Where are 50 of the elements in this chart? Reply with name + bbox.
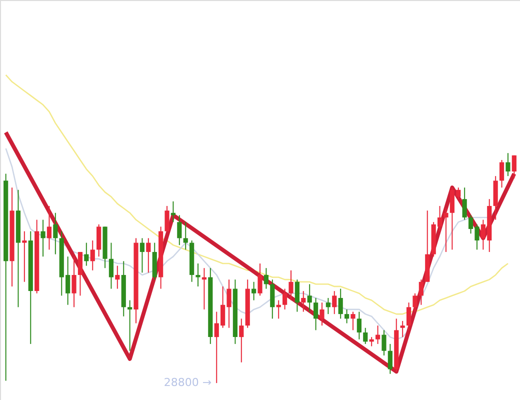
candlestick (264, 268, 268, 290)
candlestick (320, 302, 324, 326)
candlestick (252, 281, 256, 301)
candlestick (270, 279, 275, 320)
candlestick (332, 290, 337, 315)
candlestick (258, 262, 262, 296)
candlestick (294, 279, 300, 312)
candlestick (307, 284, 312, 312)
candlestick (506, 152, 510, 177)
candlestick (239, 318, 244, 363)
candlestick (462, 187, 467, 220)
candlestick (84, 242, 89, 266)
candlestick (128, 300, 132, 352)
candlestick (444, 208, 448, 252)
candlestick (375, 325, 380, 344)
candlestick (313, 297, 318, 331)
candlestick (72, 256, 76, 308)
candlestick (363, 327, 368, 344)
candlestick (288, 270, 294, 301)
candlestick (90, 240, 95, 271)
candlestick (344, 308, 350, 324)
candlestick (406, 302, 412, 331)
candlestick (388, 343, 392, 374)
candlestick (338, 288, 343, 320)
candlestick (146, 238, 151, 274)
candlestick (499, 159, 504, 188)
candlestick (183, 222, 188, 250)
candlestick (115, 265, 120, 290)
candlestick (350, 311, 356, 331)
candlestick (512, 154, 516, 179)
candlestick (301, 290, 306, 312)
candlestick (412, 292, 418, 312)
candlestick (53, 212, 58, 255)
candlestick (400, 320, 405, 338)
candlestick (418, 279, 424, 306)
candlestick (96, 224, 102, 258)
candlestick (22, 230, 27, 282)
candlestick (108, 242, 114, 290)
candlestick (326, 297, 330, 315)
candlestick (164, 205, 170, 232)
candlestick (196, 262, 200, 287)
candlestick (356, 311, 362, 340)
annotation: 28800 → (164, 376, 212, 390)
candlestick (140, 238, 145, 274)
candlestick (46, 205, 52, 250)
candlestick (382, 330, 386, 356)
candlestick (40, 219, 46, 258)
candlestick (177, 214, 182, 246)
candlestick (282, 288, 288, 310)
candlestick (78, 251, 83, 296)
